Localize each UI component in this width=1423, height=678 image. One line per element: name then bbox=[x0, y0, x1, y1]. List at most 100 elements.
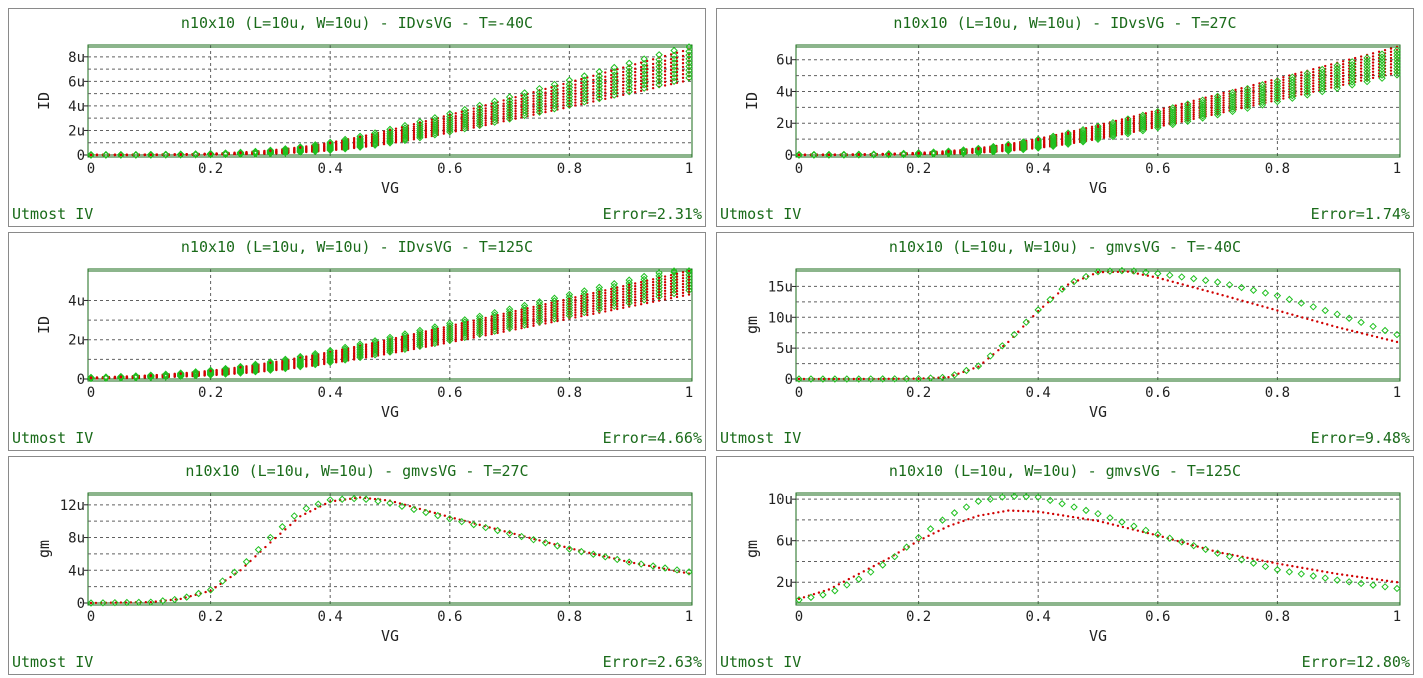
simulated-point bbox=[669, 72, 673, 75]
chart-panel-5: n10x10 (L=10u, W=10u) - gmvsVG - T=27C 0… bbox=[8, 456, 706, 675]
measured-point bbox=[132, 151, 140, 159]
simulated-point bbox=[892, 377, 895, 381]
simulated-point bbox=[882, 559, 885, 563]
simulated-point bbox=[454, 337, 457, 341]
simulated-point bbox=[604, 307, 607, 311]
simulated-point bbox=[923, 151, 926, 154]
simulated-point bbox=[574, 306, 577, 309]
measured-point bbox=[670, 267, 678, 275]
software-label: Utmost IV bbox=[12, 205, 94, 223]
measured-point bbox=[1070, 277, 1078, 286]
simulated-point bbox=[293, 146, 296, 150]
y-tick-label: 6u bbox=[776, 534, 793, 550]
simulated-point bbox=[663, 63, 667, 66]
measured-point bbox=[446, 515, 454, 523]
simulated-point bbox=[124, 601, 128, 604]
measured-point bbox=[505, 99, 514, 107]
simulated-point bbox=[1270, 79, 1273, 82]
measured-point bbox=[673, 566, 681, 574]
simulated-point bbox=[532, 97, 535, 100]
simulated-point bbox=[604, 71, 607, 74]
simulated-point bbox=[532, 308, 535, 311]
measured-point bbox=[517, 532, 526, 541]
measured-point bbox=[565, 80, 574, 88]
measured-point bbox=[610, 282, 618, 291]
measured-point bbox=[505, 529, 514, 538]
simulated-point bbox=[1076, 516, 1080, 520]
simulated-point bbox=[364, 134, 368, 137]
measured-point bbox=[1333, 78, 1341, 87]
simulated-point bbox=[358, 496, 362, 499]
simulated-point bbox=[550, 98, 553, 101]
x-tick-label: 0.6 bbox=[1145, 161, 1170, 177]
simulated-point bbox=[580, 100, 583, 103]
measured-point bbox=[655, 59, 663, 67]
simulated-point bbox=[639, 82, 643, 86]
software-label: Utmost IV bbox=[720, 429, 802, 447]
simulated-point bbox=[580, 84, 583, 88]
measured-point bbox=[446, 319, 454, 328]
measured-point bbox=[505, 305, 514, 313]
simulated-point bbox=[269, 361, 272, 364]
error-label: Error=12.80% bbox=[1301, 653, 1410, 671]
measured-point bbox=[1130, 522, 1138, 530]
simulated-point bbox=[1106, 522, 1110, 525]
simulated-point bbox=[424, 343, 428, 347]
simulated-point bbox=[675, 56, 679, 59]
simulated-point bbox=[1389, 50, 1393, 53]
simulated-point bbox=[972, 516, 975, 519]
measured-point bbox=[962, 503, 971, 511]
measured-point bbox=[655, 77, 663, 85]
simulated-point bbox=[893, 152, 896, 155]
simulated-point bbox=[1371, 76, 1375, 80]
simulated-point bbox=[562, 95, 565, 98]
y-tick-label: 0 bbox=[77, 372, 85, 388]
simulated-point bbox=[503, 530, 506, 533]
simulated-point bbox=[1210, 102, 1213, 105]
simulated-point bbox=[610, 301, 613, 304]
simulated-point bbox=[520, 322, 523, 325]
simulated-point bbox=[352, 349, 356, 352]
simulated-point bbox=[633, 293, 637, 296]
measured-point bbox=[580, 72, 589, 80]
error-label: Error=2.31% bbox=[602, 205, 702, 223]
measured-point bbox=[655, 66, 663, 75]
measured-point bbox=[926, 374, 935, 382]
simulated-point bbox=[675, 275, 679, 278]
simulated-point bbox=[1336, 572, 1339, 576]
simulated-point bbox=[430, 336, 434, 340]
simulated-point bbox=[179, 597, 182, 601]
x-tick-label: 0.6 bbox=[1145, 385, 1170, 401]
x-tick-label: 0.2 bbox=[198, 161, 223, 177]
simulated-point bbox=[1162, 109, 1165, 113]
simulated-point bbox=[675, 63, 679, 66]
measured-point bbox=[926, 525, 935, 533]
measured-point bbox=[655, 278, 663, 286]
measured-point bbox=[974, 497, 983, 505]
simulated-point bbox=[502, 317, 505, 320]
simulated-point bbox=[1270, 92, 1273, 95]
chart-title: n10x10 (L=10u, W=10u) - gmvsVG - T=125C bbox=[888, 462, 1242, 480]
measured-point bbox=[1004, 140, 1013, 149]
simulated-point bbox=[1390, 339, 1394, 342]
simulated-point bbox=[532, 305, 535, 309]
simulated-point bbox=[1312, 82, 1315, 85]
simulated-point bbox=[520, 315, 523, 318]
simulated-point bbox=[209, 152, 212, 155]
simulated-point bbox=[1192, 106, 1195, 110]
simulated-point bbox=[1041, 511, 1045, 514]
simulated-point bbox=[1294, 72, 1297, 76]
simulated-point bbox=[645, 59, 649, 63]
simulated-point bbox=[299, 356, 302, 359]
simulated-point bbox=[532, 315, 535, 318]
simulated-point bbox=[1395, 581, 1399, 584]
measured-point bbox=[1393, 46, 1401, 54]
simulated-point bbox=[651, 58, 655, 61]
simulated-point bbox=[1347, 58, 1351, 61]
simulated-point bbox=[957, 372, 960, 375]
simulated-point bbox=[1090, 129, 1094, 132]
simulated-point bbox=[580, 299, 583, 303]
simulated-point bbox=[394, 346, 398, 349]
simulated-point bbox=[443, 514, 447, 517]
simulated-point bbox=[394, 338, 398, 342]
